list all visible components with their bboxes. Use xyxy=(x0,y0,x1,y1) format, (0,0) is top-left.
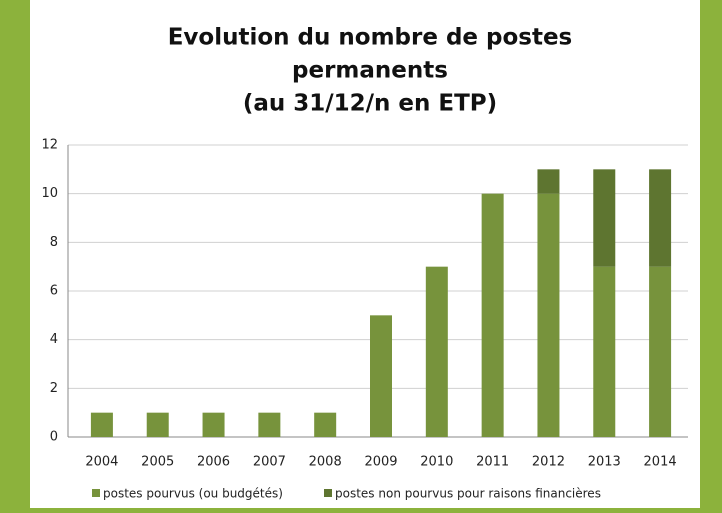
x-tick-label: 2008 xyxy=(309,455,342,470)
x-tick-label: 2004 xyxy=(85,455,118,470)
y-tick-label: 10 xyxy=(41,186,58,201)
bar-segment xyxy=(537,169,560,194)
x-tick-label: 2007 xyxy=(253,455,286,470)
chart-title: permanents xyxy=(292,58,448,84)
panel xyxy=(30,0,700,508)
y-tick-label: 6 xyxy=(50,284,58,299)
chart-title: Evolution du nombre de postes xyxy=(168,25,573,51)
bar-segment xyxy=(649,169,672,267)
x-tick-label: 2009 xyxy=(364,455,397,470)
bar-segment xyxy=(370,315,392,437)
legend-swatch xyxy=(324,489,332,497)
bar-segment xyxy=(649,266,672,437)
y-tick-label: 0 xyxy=(50,430,58,445)
bar-segment xyxy=(425,266,448,437)
x-tick-label: 2012 xyxy=(532,455,565,470)
x-tick-label: 2013 xyxy=(588,455,621,470)
x-tick-label: 2005 xyxy=(141,455,174,470)
bar-segment xyxy=(202,412,225,437)
legend-label: postes pourvus (ou budgétés) xyxy=(103,487,283,501)
y-tick-label: 12 xyxy=(41,138,58,153)
y-tick-label: 2 xyxy=(50,381,58,396)
bar-segment xyxy=(146,412,169,437)
legend-label: postes non pourvus pour raisons financiè… xyxy=(335,487,601,501)
x-tick-label: 2010 xyxy=(420,455,453,470)
bar-segment xyxy=(481,193,504,437)
bar-segment xyxy=(537,193,560,437)
bar-segment xyxy=(314,412,337,437)
y-tick-label: 8 xyxy=(50,235,58,250)
bar-segment xyxy=(593,266,616,437)
chart-title: (au 31/12/n en ETP) xyxy=(243,91,497,117)
legend-swatch xyxy=(92,489,100,497)
x-tick-label: 2014 xyxy=(644,455,677,470)
y-tick-label: 4 xyxy=(50,332,58,347)
bar-segment xyxy=(258,412,281,437)
bar-segment xyxy=(90,412,113,437)
bar-segment xyxy=(593,169,616,267)
x-tick-label: 2011 xyxy=(476,455,509,470)
x-tick-label: 2006 xyxy=(197,455,230,470)
